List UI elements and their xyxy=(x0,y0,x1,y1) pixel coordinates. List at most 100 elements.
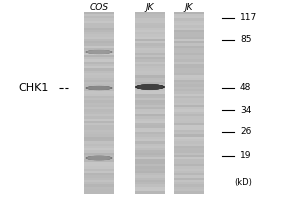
Text: 85: 85 xyxy=(240,36,251,45)
Bar xyxy=(174,128,204,130)
Ellipse shape xyxy=(87,156,111,160)
Bar xyxy=(174,37,204,39)
Bar xyxy=(84,41,114,44)
Ellipse shape xyxy=(88,50,110,54)
Bar xyxy=(84,57,114,60)
Bar xyxy=(174,41,204,44)
Bar xyxy=(84,16,114,19)
Bar xyxy=(174,125,204,128)
Bar xyxy=(84,94,114,96)
Ellipse shape xyxy=(87,86,111,90)
Bar xyxy=(174,121,204,123)
Bar xyxy=(135,80,165,83)
Bar xyxy=(135,112,165,114)
Bar xyxy=(84,96,114,98)
Bar xyxy=(84,71,114,73)
Bar xyxy=(135,187,165,189)
Bar xyxy=(174,50,204,53)
Bar xyxy=(135,105,165,108)
Bar xyxy=(174,100,204,103)
Bar xyxy=(84,139,114,142)
Bar xyxy=(135,155,165,158)
Bar xyxy=(135,178,165,180)
Bar xyxy=(174,180,204,183)
Bar xyxy=(174,130,204,133)
Bar xyxy=(174,119,204,121)
Bar xyxy=(135,75,165,78)
Bar xyxy=(174,178,204,180)
Ellipse shape xyxy=(87,86,111,90)
Bar xyxy=(84,150,114,153)
Bar xyxy=(135,28,165,30)
Bar xyxy=(174,48,204,51)
Bar xyxy=(84,82,114,85)
Bar xyxy=(174,137,204,139)
Bar xyxy=(135,134,165,137)
Bar xyxy=(84,87,114,89)
Bar xyxy=(84,128,114,130)
Bar xyxy=(174,21,204,23)
Bar xyxy=(174,62,204,64)
Bar xyxy=(174,123,204,126)
Ellipse shape xyxy=(86,86,112,90)
Text: 26: 26 xyxy=(240,128,251,136)
Bar xyxy=(84,125,114,128)
Ellipse shape xyxy=(137,84,163,90)
Text: 34: 34 xyxy=(240,106,251,114)
Bar xyxy=(135,132,165,135)
Bar xyxy=(135,89,165,92)
Bar xyxy=(135,144,165,146)
Bar xyxy=(174,53,204,55)
Bar xyxy=(84,153,114,155)
Bar xyxy=(84,62,114,64)
Bar xyxy=(174,68,204,71)
Bar xyxy=(174,191,204,194)
Bar xyxy=(174,187,204,189)
Bar xyxy=(84,64,114,67)
Bar xyxy=(84,141,114,144)
Bar xyxy=(135,128,165,130)
Bar xyxy=(84,180,114,183)
Bar xyxy=(135,66,165,69)
Bar xyxy=(135,159,165,162)
Bar xyxy=(135,109,165,112)
Bar xyxy=(135,23,165,26)
Bar xyxy=(135,73,165,76)
Bar xyxy=(84,14,114,17)
Bar xyxy=(135,123,165,126)
Bar xyxy=(174,43,204,46)
Bar xyxy=(84,162,114,164)
Bar xyxy=(174,66,204,69)
Bar xyxy=(174,107,204,110)
Ellipse shape xyxy=(86,50,112,54)
Bar xyxy=(84,130,114,133)
Bar xyxy=(174,30,204,32)
Ellipse shape xyxy=(87,50,111,54)
Bar xyxy=(84,173,114,176)
Bar xyxy=(174,82,204,85)
Bar xyxy=(84,59,114,62)
Bar xyxy=(84,148,114,151)
Bar xyxy=(135,91,165,94)
Text: JK: JK xyxy=(146,3,154,12)
Bar xyxy=(174,157,204,160)
Bar xyxy=(174,87,204,89)
Ellipse shape xyxy=(86,50,112,54)
Ellipse shape xyxy=(85,50,112,54)
Bar xyxy=(135,119,165,121)
Bar xyxy=(84,73,114,76)
Bar xyxy=(84,18,114,21)
Bar xyxy=(135,16,165,19)
Bar xyxy=(135,62,165,64)
Text: 19: 19 xyxy=(240,152,251,160)
Bar xyxy=(84,50,114,53)
Bar xyxy=(135,141,165,144)
Ellipse shape xyxy=(136,84,164,90)
Bar xyxy=(135,162,165,164)
Bar xyxy=(174,141,204,144)
Bar xyxy=(174,116,204,119)
Bar xyxy=(174,34,204,37)
Ellipse shape xyxy=(87,50,111,54)
Bar xyxy=(174,169,204,171)
Bar xyxy=(174,73,204,76)
